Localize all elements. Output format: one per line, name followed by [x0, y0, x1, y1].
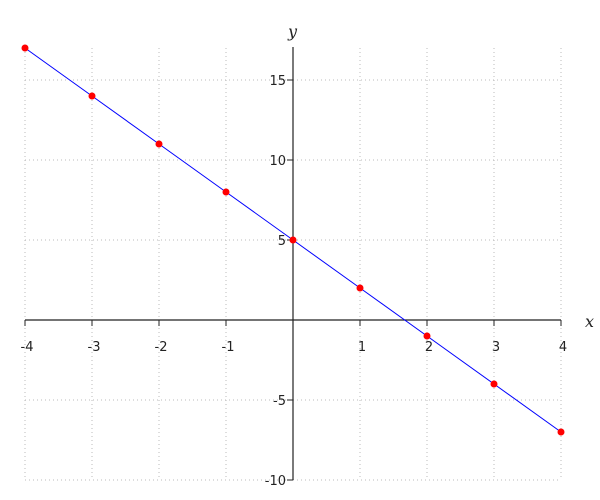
data-point [557, 428, 565, 436]
data-point [155, 140, 163, 148]
y-tick-label: -10 [265, 474, 286, 489]
x-tick-label: -2 [155, 340, 168, 355]
data-point [222, 188, 230, 196]
data-point [490, 380, 498, 388]
y-tick-label: 10 [269, 154, 286, 169]
y-axis-label: y [287, 22, 298, 41]
axes [25, 47, 561, 480]
y-tick-label: -5 [273, 394, 286, 409]
x-tick-label: -4 [21, 340, 34, 355]
data-point [21, 44, 29, 52]
data-point [289, 236, 297, 244]
x-tick-label: 3 [492, 340, 500, 355]
x-tick-label: -3 [88, 340, 101, 355]
data-point [88, 92, 96, 100]
ticks: -4 -3 -2 -1 1 2 3 4 -10 -5 5 10 15 [21, 74, 568, 489]
x-tick-label: 1 [358, 340, 366, 355]
data-point [423, 332, 431, 340]
x-tick-label: 2 [425, 340, 433, 355]
y-tick-label: 5 [278, 234, 286, 249]
y-tick-label: 15 [269, 74, 286, 89]
x-tick-label: 4 [559, 340, 567, 355]
x-axis-label: x [585, 312, 594, 331]
data-point [356, 284, 364, 292]
x-tick-label: -1 [222, 340, 235, 355]
series [21, 44, 565, 436]
